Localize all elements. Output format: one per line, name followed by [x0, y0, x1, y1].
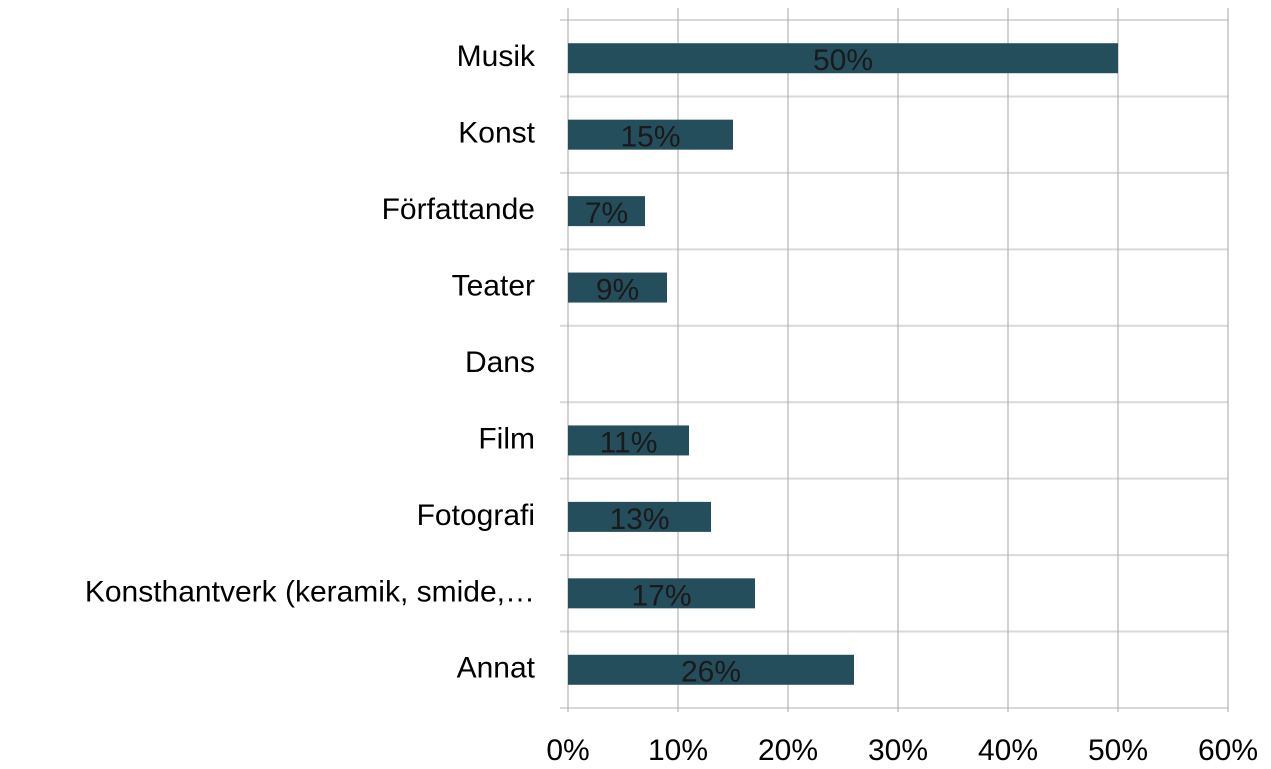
y-tick-label: Annat	[457, 652, 536, 685]
x-tick-label: 30%	[868, 734, 928, 767]
value-label: 26%	[681, 656, 741, 689]
y-tick-label: Fotografi	[417, 499, 535, 532]
bar	[568, 578, 755, 609]
bar	[568, 43, 1118, 74]
x-tick-label: 10%	[648, 734, 708, 767]
bar	[568, 501, 711, 532]
x-tick-label: 60%	[1198, 734, 1258, 767]
value-label: 9%	[596, 273, 639, 306]
value-label: 50%	[813, 44, 873, 77]
value-label: 17%	[631, 579, 691, 612]
y-tick-label: Teater	[452, 269, 535, 302]
bar	[568, 654, 854, 685]
bar	[568, 425, 689, 456]
y-tick-label: Film	[478, 422, 535, 455]
x-tick-label: 20%	[758, 734, 818, 767]
bar	[568, 272, 667, 303]
value-label: 13%	[609, 503, 669, 536]
y-tick-label: Konsthantverk (keramik, smide,…	[85, 575, 535, 608]
value-label: 15%	[620, 121, 680, 154]
x-tick-label: 50%	[1088, 734, 1148, 767]
x-tick-label: 40%	[978, 734, 1038, 767]
x-tick-label: 0%	[546, 734, 589, 767]
y-tick-label: Musik	[457, 40, 536, 73]
value-label: 7%	[585, 197, 628, 230]
y-tick-label: Författande	[382, 193, 535, 226]
value-label: 11%	[600, 426, 658, 459]
y-tick-label: Konst	[458, 117, 535, 150]
y-tick-label: Dans	[465, 346, 535, 379]
bar	[568, 196, 645, 227]
bar	[568, 119, 733, 150]
